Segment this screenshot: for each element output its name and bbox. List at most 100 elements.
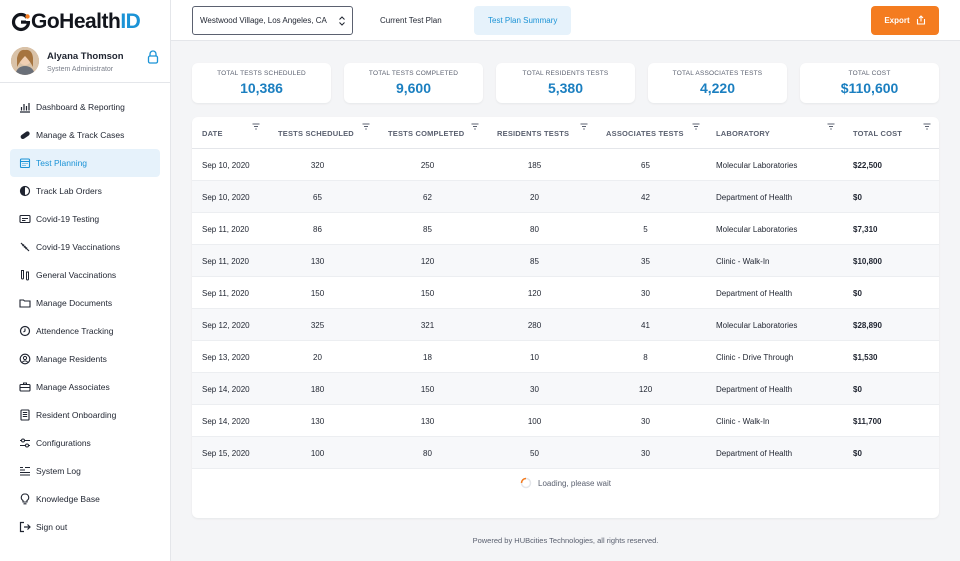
table-row[interactable]: Sep 11, 2020 86 85 80 5 Molecular Laboratorie… (192, 213, 939, 245)
spinner-icon (520, 477, 532, 489)
cell-tests-completed: 62 (423, 192, 432, 202)
cell-date: Sep 10, 2020 (202, 192, 250, 202)
cell-date: Sep 14, 2020 (202, 416, 250, 426)
filter-icon[interactable] (252, 117, 260, 135)
sidebar-item-test-planning[interactable]: Test Planning (10, 149, 160, 177)
column-header-residents-tests[interactable]: RESIDENTS TESTS (497, 128, 570, 138)
sidebar-item-label: Covid-19 Vaccinations (36, 242, 120, 252)
location-select[interactable]: Westwood Village, Los Angeles, CA (192, 6, 353, 35)
column-header-laboratory[interactable]: LABORATORY (716, 128, 770, 138)
table-row[interactable]: Sep 14, 2020 180 150 30 120 Department of Hea… (192, 373, 939, 405)
filter-icon[interactable] (827, 117, 835, 135)
tab-current-test-plan[interactable]: Current Test Plan (380, 16, 442, 25)
syringe-icon (19, 241, 31, 253)
filter-icon[interactable] (580, 117, 588, 135)
cell-tests-scheduled: 180 (310, 384, 325, 394)
cell-total-cost: $11,700 (853, 416, 882, 426)
sidebar-item-manage-documents[interactable]: Manage Documents (10, 289, 160, 317)
sidebar-item-resident-onboarding[interactable]: Resident Onboarding (10, 401, 160, 429)
table-row[interactable]: Sep 10, 2020 320 250 185 65 Molecular Laborat… (192, 149, 939, 181)
briefcase-icon (19, 381, 31, 393)
filter-icon[interactable] (362, 117, 370, 135)
cell-laboratory: Department of Health (716, 448, 793, 458)
filter-icon[interactable] (692, 117, 700, 135)
cell-residents-tests: 100 (527, 416, 542, 426)
sidebar-item-manage-residents[interactable]: Manage Residents (10, 345, 160, 373)
filter-icon[interactable] (923, 117, 931, 135)
sidebar-item-track-lab-orders[interactable]: Track Lab Orders (10, 177, 160, 205)
cell-laboratory: Clinic - Walk-In (716, 256, 770, 266)
cell-date: Sep 12, 2020 (202, 320, 250, 330)
bulb-icon (19, 493, 31, 505)
cell-associates-tests: 30 (641, 416, 650, 426)
stat-value: $110,600 (840, 80, 899, 96)
table-row[interactable]: Sep 10, 2020 65 62 20 42 Department of Health… (192, 181, 939, 213)
cell-associates-tests: 30 (641, 448, 650, 458)
sidebar-item-label: System Log (36, 466, 81, 476)
sidebar-item-covid-19-testing[interactable]: Covid-19 Testing (10, 205, 160, 233)
cell-residents-tests: 30 (530, 384, 539, 394)
column-header-tests-completed[interactable]: TESTS COMPLETED (388, 128, 465, 138)
table-row[interactable]: Sep 12, 2020 325 321 280 41 Molecular Laborat… (192, 309, 939, 341)
cell-date: Sep 11, 2020 (202, 224, 250, 234)
sidebar-item-covid-19-vaccinations[interactable]: Covid-19 Vaccinations (10, 233, 160, 261)
sidebar-item-label: Covid-19 Testing (36, 214, 100, 224)
sidebar-item-sign-out[interactable]: Sign out (10, 513, 160, 541)
cell-laboratory: Department of Health (716, 288, 793, 298)
column-header-date[interactable]: DATE (202, 128, 223, 138)
cell-tests-completed: 80 (423, 448, 432, 458)
document-icon (19, 409, 31, 421)
table-row[interactable]: Sep 14, 2020 130 130 100 30 Clinic - Walk-In $… (192, 405, 939, 437)
column-header-associates-tests[interactable]: ASSOCIATES TESTS (606, 128, 684, 138)
signout-icon (19, 521, 31, 533)
sidebar-item-attendence-tracking[interactable]: Attendence Tracking (10, 317, 160, 345)
stat-value: 4,220 (699, 80, 736, 96)
card-icon (19, 213, 31, 225)
table-header: DATE TESTS SCHEDULED TESTS COMPLETED RESIDE… (192, 117, 939, 149)
sidebar-item-system-log[interactable]: System Log (10, 457, 160, 485)
cell-residents-tests: 20 (530, 192, 539, 202)
stat-label: TOTAL COST (848, 70, 891, 77)
cell-laboratory: Molecular Laboratories (716, 224, 798, 234)
sidebar-item-general-vaccinations[interactable]: General Vaccinations (10, 261, 160, 289)
folder-icon (19, 297, 31, 309)
calendar-icon (19, 157, 31, 169)
sidebar-item-label: General Vaccinations (36, 270, 117, 280)
share-icon (916, 14, 926, 27)
lock-icon[interactable] (147, 50, 159, 64)
stat-value: 10,386 (240, 80, 283, 96)
pill-icon (19, 129, 31, 141)
sidebar-item-label: Test Planning (36, 158, 88, 168)
table-row[interactable]: Sep 11, 2020 130 120 85 35 Clinic - Walk-In $1… (192, 245, 939, 277)
cell-date: Sep 11, 2020 (202, 256, 250, 266)
export-label: Export (884, 16, 910, 25)
filter-icon[interactable] (471, 117, 479, 135)
export-button[interactable]: Export (871, 6, 939, 35)
table-row[interactable]: Sep 13, 2020 20 18 10 8 Clinic - Drive Throug… (192, 341, 939, 373)
user-name: Alyana Thomson (47, 51, 124, 62)
stat-card-total-cost: TOTAL COST $110,600 (800, 63, 939, 103)
gohealthid-logo[interactable]: GoHealth ID (11, 8, 141, 36)
cell-tests-scheduled: 100 (310, 448, 325, 458)
column-header-total-cost[interactable]: TOTAL COST (853, 128, 903, 138)
chevron-updown-icon (338, 15, 346, 27)
sidebar-item-manage-associates[interactable]: Manage Associates (10, 373, 160, 401)
column-header-tests-scheduled[interactable]: TESTS SCHEDULED (278, 128, 354, 138)
cell-associates-tests: 120 (638, 384, 653, 394)
cell-total-cost: $0 (853, 192, 862, 202)
logo-g-icon (11, 12, 31, 32)
cell-tests-completed: 18 (423, 352, 432, 362)
sidebar-item-configurations[interactable]: Configurations (10, 429, 160, 457)
sidebar-item-dashboard-reporting[interactable]: Dashboard & Reporting (10, 93, 160, 121)
sidebar-item-label: Manage Residents (36, 354, 107, 364)
table-row[interactable]: Sep 15, 2020 100 80 50 30 Department of Healt… (192, 437, 939, 469)
cell-tests-scheduled: 130 (310, 416, 325, 426)
stat-label: TOTAL TESTS SCHEDULED (217, 70, 306, 77)
tab-test-plan-summary[interactable]: Test Plan Summary (474, 6, 572, 35)
avatar[interactable] (11, 47, 39, 75)
sidebar-item-knowledge-base[interactable]: Knowledge Base (10, 485, 160, 513)
cell-date: Sep 13, 2020 (202, 352, 250, 362)
table-row[interactable]: Sep 11, 2020 150 150 120 30 Department of Hea… (192, 277, 939, 309)
cell-total-cost: $0 (853, 288, 862, 298)
sidebar-item-manage-track-cases[interactable]: Manage & Track Cases (10, 121, 160, 149)
